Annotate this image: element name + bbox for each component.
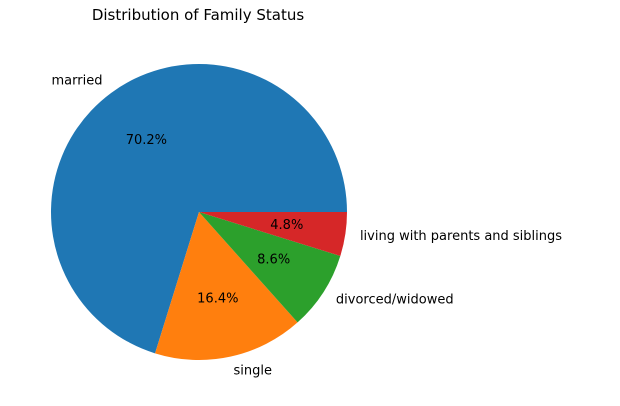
pie-labels: married 70.2% single 16.4% divorced/widowed 8… [52, 73, 563, 378]
pie-slice-divorced-widowed [199, 212, 341, 323]
pie-slices [51, 64, 348, 360]
slice-label-married: married [52, 73, 103, 88]
slice-label-living-with-parents-and-siblings: living with parents and siblings [360, 229, 562, 244]
pie-slice-living-with-parents-and-siblings [199, 212, 347, 256]
slice-percent-living-with-parents-and-siblings: 4.8% [270, 218, 303, 233]
slice-percent-married: 70.2% [126, 133, 167, 148]
slice-label-single: single [234, 364, 273, 379]
slice-percent-single: 16.4% [197, 291, 238, 306]
slice-percent-divorced-widowed: 8.6% [257, 253, 290, 268]
chart-title: Distribution of Family Status [92, 6, 305, 24]
pie-slice-single [155, 212, 298, 360]
pie-slice-married [51, 64, 348, 354]
slice-label-divorced-widowed: divorced/widowed [336, 293, 454, 308]
